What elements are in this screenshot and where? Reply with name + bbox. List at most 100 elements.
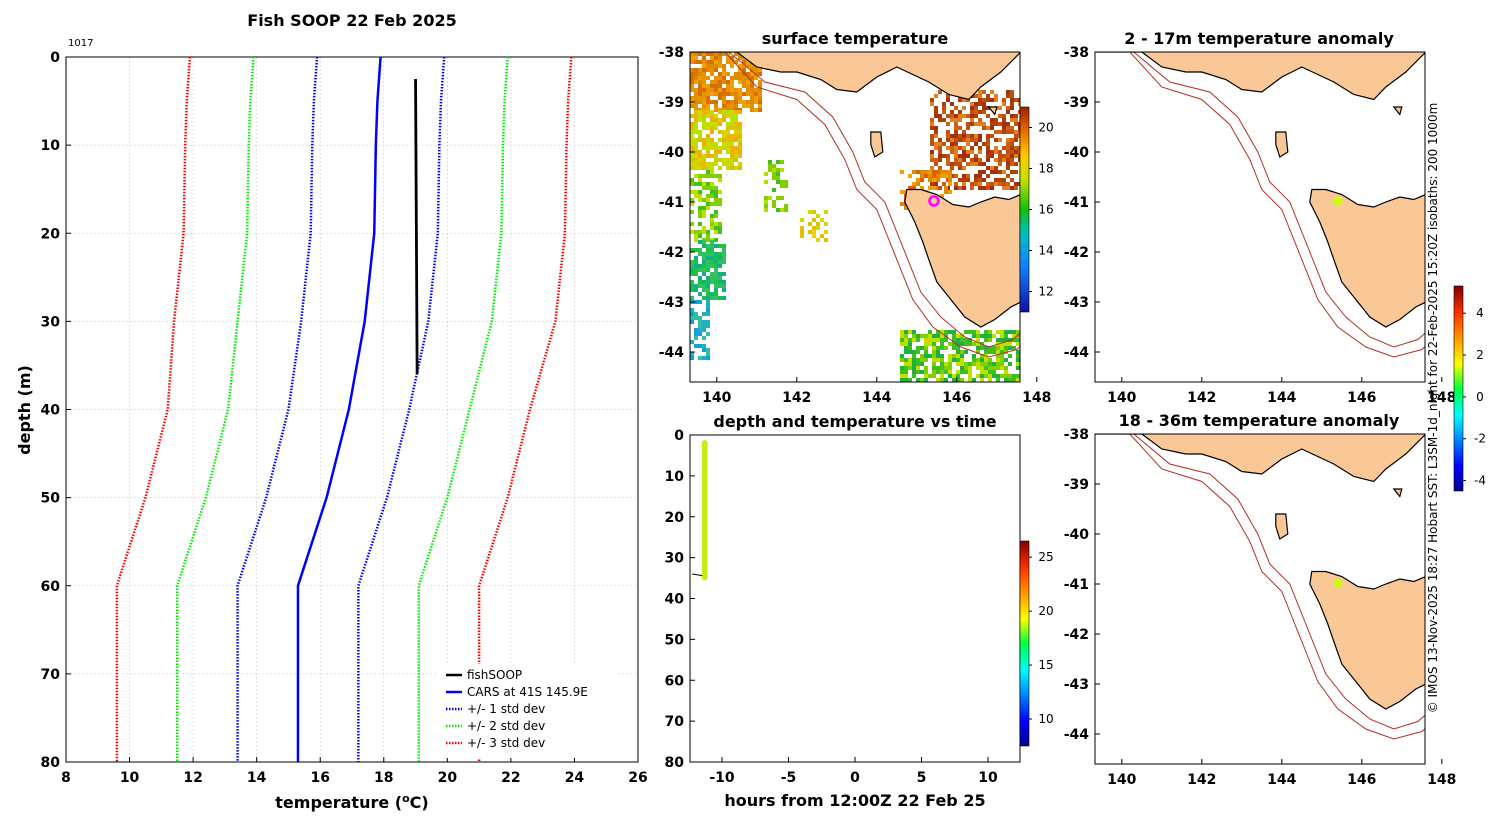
sst-pixel-mid-w	[726, 146, 730, 150]
anomaly-upper-y-tick-label: -40	[1064, 145, 1090, 161]
sst-pixel-green-south	[936, 330, 940, 334]
sst-pixel-green-w	[710, 222, 714, 226]
sst-pixel-green-sw	[710, 264, 714, 268]
sst-pixel-hot-ne	[958, 118, 962, 122]
sst-pixel-green-sw	[702, 284, 706, 288]
sst-pixel-green-w	[718, 190, 722, 194]
sst-pixel-mid-w	[710, 154, 714, 158]
sst-pixel-warm-nw	[726, 52, 730, 56]
sst-pixel-hot-ne	[946, 98, 950, 102]
sst-pixel-green-south	[956, 354, 960, 358]
sst-pixel-hot-ne	[1006, 130, 1010, 134]
sst-pixel-hot-ne	[994, 146, 998, 150]
sst-pixel-green-sw	[710, 296, 714, 300]
sst-pixel-hot-ne	[950, 150, 954, 154]
sst-pixel-hot-ne	[982, 106, 986, 110]
sst-pixel-mid-w	[710, 146, 714, 150]
sst-pixel-mid-w	[730, 122, 734, 126]
sst-pixel-cyan-sw	[706, 356, 710, 360]
sst-pixel-green-south	[960, 366, 964, 370]
sst-pixel-hot-ne	[962, 178, 966, 182]
sst-pixel-hot-ne	[930, 182, 934, 186]
sst-pixel-warm-nw	[698, 84, 702, 88]
sst-pixel-mid-w	[722, 146, 726, 150]
sst-pixel-green-south	[940, 378, 944, 382]
sst-pixel-green-sw	[694, 256, 698, 260]
sst-pixel-hot-ne	[978, 158, 982, 162]
sst-pixel-green-south	[1004, 378, 1008, 382]
sst-pixel-green-south	[912, 334, 916, 338]
time-panel-title: depth and temperature vs time	[713, 412, 996, 431]
sst-pixel-mid-w	[690, 122, 694, 126]
sst-pixel-hot-ne	[994, 182, 998, 186]
sst-pixel-hot-ne	[970, 118, 974, 122]
sst-pixel-hot-ne	[970, 138, 974, 142]
sst-pixel-green-south	[1000, 354, 1004, 358]
sst-pixel-mid-w	[710, 122, 714, 126]
sst-pixel-green-south	[988, 338, 992, 342]
sst-pixel-mid-w	[738, 142, 742, 146]
profile-x-ticks: 8 10 12 14 16 18 20 22 24 26	[61, 757, 648, 786]
sst-pixel-warm-nw	[710, 88, 714, 92]
sst-pixel-green-south	[1004, 370, 1008, 374]
sst-pixel-green-w	[710, 202, 714, 206]
sst-pixel-mid-w	[694, 154, 698, 158]
sst-pixel-green-south	[900, 370, 904, 374]
sst-pixel-green-sw	[714, 280, 718, 284]
sst-pixel-hot-ne	[982, 102, 986, 106]
sst-pixel-hot-ne	[1014, 122, 1018, 126]
anomaly-colorbar-tick-label: 4	[1476, 306, 1484, 320]
sst-pixel-green-south	[1012, 330, 1016, 334]
sst-pixel-patch	[768, 160, 772, 164]
sst-pixel-hot-ne	[986, 186, 990, 190]
sst-pixel-hot-ne	[938, 114, 942, 118]
sst-pixel-green-south	[996, 350, 1000, 354]
sst-pixel-hot-ne	[974, 94, 978, 98]
sst-pixel-warm-nw	[718, 60, 722, 64]
sst-pixel-cyan-sw	[702, 320, 706, 324]
sst-pixel-hot-ne	[966, 122, 970, 126]
sst-pixel-green-south	[912, 330, 916, 334]
sst-pixel-hot-ne	[966, 114, 970, 118]
sst-pixel-hot-ne	[958, 114, 962, 118]
sst-pixel-hot-ne	[978, 182, 982, 186]
sst-pixel-green-sw	[690, 264, 694, 268]
sst-pixel-hot-ne	[966, 98, 970, 102]
anomaly-lower-y-tick-label: -40	[1064, 527, 1090, 543]
sst-pixel-hot-ne	[930, 154, 934, 158]
sst-pixel-green-w	[714, 222, 718, 226]
sst-pixel-mid-w	[734, 150, 738, 154]
sst-pixel-mid-w	[714, 114, 718, 118]
sst-pixel-mid-w	[734, 110, 738, 114]
sst-pixel-hot-ne	[966, 150, 970, 154]
sst-pixel-green-south	[904, 330, 908, 334]
sst-pixel-hot-ne	[1006, 138, 1010, 142]
sst-pixel-hot-ne	[938, 146, 942, 150]
sst-pixel-hot-ne	[1006, 122, 1010, 126]
sst-pixel-green-sw	[722, 260, 726, 264]
sst-pixel-green-south	[900, 330, 904, 334]
sst-pixel-mid-w	[690, 142, 694, 146]
sst-pixel-mid-w	[706, 134, 710, 138]
sst-pixel-cyan-sw	[694, 300, 698, 304]
sst-pixel-warm-nw	[702, 52, 706, 56]
sst-pixel-hot-ne	[990, 170, 994, 174]
sst-pixel-green-south	[976, 350, 980, 354]
sst-pixel-hot-ne	[998, 106, 1002, 110]
sst-pixel-green-south	[904, 374, 908, 378]
sst-pixel-mid-w	[730, 118, 734, 122]
sst-pixel-hot-ne	[978, 122, 982, 126]
sst-pixel-hot-ne	[994, 166, 998, 170]
anomaly-lower-title: 18 - 36m temperature anomaly	[1119, 411, 1400, 430]
sst-pixel-mid-w	[694, 114, 698, 118]
sst-pixel-green-south	[1016, 358, 1020, 362]
sst-pixel-warm-nw	[714, 60, 718, 64]
profile-line-plus-1std	[357, 56, 446, 762]
sst-pixel-patch-yellow	[816, 238, 820, 242]
sst-pixel-hot-ne	[994, 122, 998, 126]
sst-pixel-hot-ne	[930, 158, 934, 162]
sst-pixel-mid-w	[718, 150, 722, 154]
sst-pixel-green-sw	[702, 272, 706, 276]
sst-pixel-green-south	[912, 358, 916, 362]
